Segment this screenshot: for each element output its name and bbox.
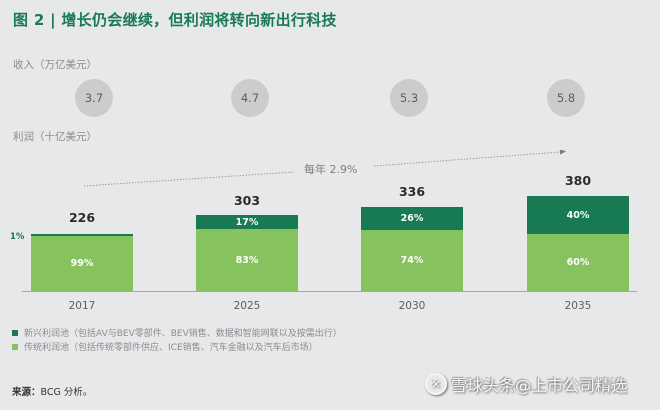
x-tick-2035: 2035 [564, 300, 592, 312]
bar-2017-new-segment [31, 234, 133, 236]
revenue-bubble-2017: 3.7 [75, 79, 113, 117]
legend-swatch-new-icon [12, 329, 18, 336]
revenue-bubble-2035: 5.8 [547, 79, 585, 117]
bar-total-2035: 380 [564, 173, 592, 188]
bar-2017-new-pct-label: 1% [10, 232, 25, 242]
legend-swatch-traditional-icon [12, 343, 18, 350]
bar-total-2025: 303 [233, 193, 261, 208]
source-text: BCG 分析。 [40, 387, 93, 398]
source-note: 来源：BCG 分析。 [12, 384, 92, 398]
bar-2035-traditional-segment: 60% [527, 234, 629, 291]
revenue-label: 收入（万亿美元） [13, 59, 97, 71]
x-tick-2030: 2030 [398, 300, 426, 312]
bar-2025-traditional-segment: 83% [196, 229, 298, 291]
x-tick-2025: 2025 [233, 300, 261, 312]
bar-2017-traditional-segment: 99% [31, 236, 133, 291]
bar-2025-new-segment: 17% [196, 215, 298, 229]
source-label: 来源： [12, 387, 41, 398]
bar-2035: 40% 60% [527, 196, 629, 291]
watermark-logo-icon: ✕ [425, 373, 447, 395]
watermark-text: 雪球头条@上市公司精选 [451, 376, 628, 395]
bar-total-2030: 336 [398, 184, 426, 199]
x-axis-line [22, 291, 637, 292]
growth-trend-arrow-icon [84, 150, 566, 187]
bar-2017: 99% [31, 234, 133, 291]
bar-2025: 17% 83% [196, 215, 298, 291]
bar-2030: 26% 74% [361, 207, 463, 291]
cagr-annotation: 每年 2.9% [304, 163, 358, 176]
bar-2030-new-segment: 26% [361, 207, 463, 230]
bar-2035-new-segment: 40% [527, 196, 629, 234]
bar-total-2017: 226 [68, 210, 96, 225]
bar-2030-traditional-segment: 74% [361, 230, 463, 291]
revenue-bubble-2030: 5.3 [390, 79, 428, 117]
watermark: ✕ 雪球头条@上市公司精选 [425, 372, 627, 396]
profit-label: 利润（十亿美元） [13, 131, 97, 143]
page-title: 图 2 | 增长仍会继续，但利润将转向新出行科技 [13, 11, 337, 29]
legend-label-traditional: 传统利润池（包括传统零部件供应、ICE销售、汽车金融以及汽车后市场） [24, 343, 318, 353]
legend-item-traditional-pool: 传统利润池（包括传统零部件供应、ICE销售、汽车金融以及汽车后市场） [12, 340, 318, 353]
revenue-bubble-2025: 4.7 [231, 79, 269, 117]
x-tick-2017: 2017 [68, 300, 96, 312]
legend-item-new-pool: 新兴利润池（包括AV与BEV零部件、BEV销售、数据和智能网联以及按需出行） [12, 326, 342, 339]
legend-label-new: 新兴利润池（包括AV与BEV零部件、BEV销售、数据和智能网联以及按需出行） [24, 329, 342, 339]
